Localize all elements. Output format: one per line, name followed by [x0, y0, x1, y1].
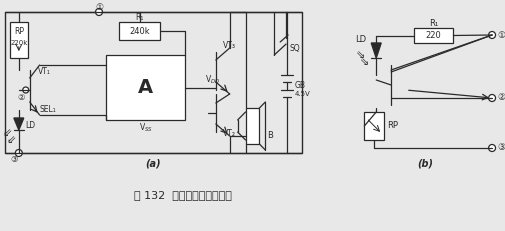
Text: R₁: R₁ — [135, 12, 143, 21]
Text: ①: ① — [95, 3, 103, 12]
Bar — [106, 55, 185, 120]
Text: (a): (a) — [145, 158, 161, 168]
Circle shape — [15, 149, 22, 156]
Text: ③: ③ — [10, 155, 18, 164]
Circle shape — [95, 9, 103, 15]
Bar — [5, 12, 301, 153]
Text: SEL₁: SEL₁ — [39, 106, 56, 115]
Text: V$_{DD}$: V$_{DD}$ — [205, 73, 220, 86]
Bar — [245, 108, 259, 144]
Text: ③: ③ — [496, 143, 504, 152]
Text: RP: RP — [14, 27, 24, 36]
Text: ②: ② — [496, 94, 504, 103]
Text: ⇙: ⇙ — [6, 135, 16, 145]
Text: 240k: 240k — [129, 27, 149, 36]
Circle shape — [488, 31, 494, 39]
Bar — [10, 22, 28, 58]
Text: B: B — [267, 131, 273, 140]
Text: A: A — [138, 78, 153, 97]
Text: VT₃: VT₃ — [222, 42, 235, 51]
Circle shape — [488, 94, 494, 101]
Text: 220: 220 — [425, 31, 441, 40]
Bar — [364, 112, 383, 140]
Bar — [119, 22, 160, 40]
Text: VT₁: VT₁ — [37, 67, 50, 76]
Text: V$_{SS}$: V$_{SS}$ — [138, 122, 152, 134]
Text: 4.5V: 4.5V — [294, 91, 310, 97]
Text: ⇙: ⇙ — [2, 128, 12, 138]
Text: R₁: R₁ — [428, 18, 437, 27]
Text: SQ: SQ — [288, 43, 299, 52]
Circle shape — [488, 145, 494, 152]
Bar — [413, 28, 452, 43]
Text: LD: LD — [355, 36, 366, 45]
Text: ⇘: ⇘ — [359, 57, 368, 67]
Polygon shape — [371, 43, 380, 58]
Polygon shape — [14, 118, 24, 130]
Text: VT₂: VT₂ — [222, 128, 235, 137]
Text: GB: GB — [294, 80, 306, 89]
Text: ⇘: ⇘ — [355, 50, 364, 60]
Text: ①: ① — [496, 30, 504, 40]
Text: (b): (b) — [417, 158, 433, 168]
Circle shape — [23, 87, 29, 93]
Text: ②: ② — [17, 92, 25, 101]
Text: 220k: 220k — [10, 40, 27, 46]
Text: 图 132  光控报警器电路之一: 图 132 光控报警器电路之一 — [134, 190, 232, 200]
Text: RP: RP — [386, 122, 397, 131]
Text: LD: LD — [26, 122, 36, 131]
